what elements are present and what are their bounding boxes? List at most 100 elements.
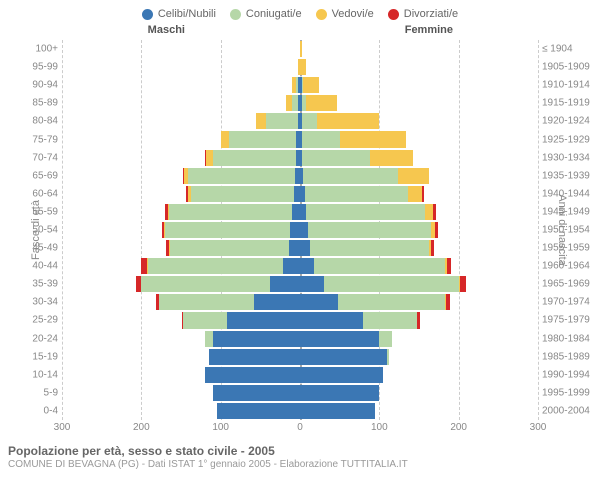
age-row: 10-141990-1994 [62, 366, 538, 384]
bar-segment [300, 240, 310, 256]
age-row: 30-341970-1974 [62, 293, 538, 311]
bar-segment [417, 312, 419, 328]
bar-segment [425, 204, 433, 220]
bar-segment [314, 258, 445, 274]
female-bar [300, 403, 375, 419]
birth-year-label: 1935-1939 [542, 170, 598, 181]
age-label: 30-34 [24, 297, 58, 308]
gridline [538, 40, 539, 420]
female-bar [300, 385, 379, 401]
male-bar [286, 95, 300, 111]
bar-segment [302, 113, 316, 129]
bar-segment [213, 385, 300, 401]
bar-segment [308, 222, 431, 238]
bar-segment [398, 168, 428, 184]
bar-segment [292, 204, 300, 220]
bar-segment [300, 385, 379, 401]
male-bar [141, 258, 300, 274]
legend-swatch [230, 9, 241, 20]
female-bar [300, 294, 450, 310]
male-bar [183, 168, 300, 184]
bar-segment [209, 349, 300, 365]
bar-segment [302, 131, 340, 147]
birth-year-label: 1980-1984 [542, 333, 598, 344]
legend-label: Divorziati/e [404, 8, 458, 20]
legend-swatch [388, 9, 399, 20]
male-bar [136, 276, 300, 292]
bar-segment [213, 331, 300, 347]
female-bar [300, 240, 434, 256]
x-tick: 100 [212, 422, 229, 433]
male-bar [205, 150, 300, 166]
female-bar [300, 168, 429, 184]
bar-segment [300, 367, 383, 383]
female-bar [300, 59, 306, 75]
age-label: 10-14 [24, 369, 58, 380]
bar-segment [290, 222, 300, 238]
male-bar [213, 385, 300, 401]
female-bar [300, 131, 406, 147]
legend-swatch [316, 9, 327, 20]
bar-segment [317, 113, 379, 129]
bar-segment [433, 204, 436, 220]
female-bar [300, 276, 466, 292]
age-label: 5-9 [24, 387, 58, 398]
x-tick: 0 [297, 422, 303, 433]
bar-segment [408, 186, 422, 202]
male-bar [162, 222, 300, 238]
age-label: 60-64 [24, 188, 58, 199]
age-label: 35-39 [24, 279, 58, 290]
legend-label: Celibi/Nubili [158, 8, 216, 20]
male-bar [156, 294, 300, 310]
age-label: 15-19 [24, 351, 58, 362]
bar-segment [169, 204, 292, 220]
birth-year-label: ≤ 1904 [542, 44, 598, 55]
age-row: 50-541950-1954 [62, 221, 538, 239]
female-bar [300, 349, 389, 365]
birth-year-label: 1915-1919 [542, 98, 598, 109]
age-row: 90-941910-1914 [62, 76, 538, 94]
birth-year-label: 1925-1929 [542, 134, 598, 145]
bar-segment [300, 41, 302, 57]
age-label: 95-99 [24, 62, 58, 73]
plot: 100+≤ 190495-991905-190990-941910-191485… [62, 40, 538, 420]
female-bar [300, 367, 383, 383]
bar-segment [191, 186, 294, 202]
age-label: 20-24 [24, 333, 58, 344]
age-label: 70-74 [24, 152, 58, 163]
age-row: 75-791925-1929 [62, 130, 538, 148]
age-label: 65-69 [24, 170, 58, 181]
age-row: 65-691935-1939 [62, 167, 538, 185]
bar-segment [283, 258, 300, 274]
bar-segment [300, 294, 338, 310]
age-row: 5-91995-1999 [62, 384, 538, 402]
pyramid-rows: 100+≤ 190495-991905-190990-941910-191485… [62, 40, 538, 420]
bar-segment [188, 168, 295, 184]
bar-segment [141, 276, 270, 292]
bar-segment [289, 240, 300, 256]
age-row: 35-391965-1969 [62, 275, 538, 293]
male-bar [182, 312, 300, 328]
male-bar [292, 77, 300, 93]
bar-segment [379, 331, 392, 347]
bar-segment [305, 186, 408, 202]
age-row: 25-291975-1979 [62, 311, 538, 329]
bar-segment [221, 131, 229, 147]
bar-segment [148, 258, 283, 274]
age-row: 60-641940-1944 [62, 185, 538, 203]
legend-item: Coniugati/e [230, 8, 302, 20]
male-bar [221, 131, 300, 147]
female-bar [300, 204, 436, 220]
bar-segment [300, 349, 387, 365]
age-label: 0-4 [24, 405, 58, 416]
footer: Popolazione per età, sesso e stato civil… [0, 438, 600, 470]
age-row: 0-42000-2004 [62, 402, 538, 420]
bar-segment [170, 240, 289, 256]
birth-year-label: 2000-2004 [542, 405, 598, 416]
bar-segment [431, 240, 434, 256]
age-row: 95-991905-1909 [62, 58, 538, 76]
footer-subtitle: COMUNE DI BEVAGNA (PG) - Dati ISTAT 1° g… [8, 459, 592, 470]
birth-year-label: 1950-1954 [542, 224, 598, 235]
age-row: 20-241980-1984 [62, 330, 538, 348]
male-bar [186, 186, 300, 202]
